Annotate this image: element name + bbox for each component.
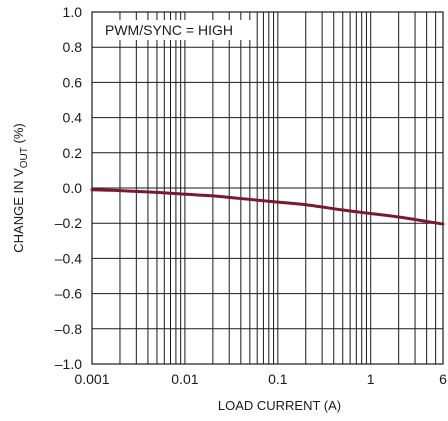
y-axis-title: CHANGE IN VOUT (%) [11, 123, 30, 252]
annotation-label: PWM/SYNC = HIGH [105, 22, 233, 38]
plot-frame [91, 11, 444, 365]
plot-border [91, 11, 444, 365]
annotation-background [101, 20, 252, 40]
y-tick-label: 0.2 [63, 145, 83, 161]
x-tick-label: 0.001 [74, 371, 109, 387]
y-tick-label: –0.2 [55, 215, 82, 231]
y-tick-label: –0.4 [55, 250, 82, 266]
y-tick-label: 0.0 [63, 180, 83, 196]
y-tick-labels: 1.0 0.8 0.6 0.4 0.2 0.0 –0.2 –0.4 –0.6 –0.8 –1.0 [55, 4, 82, 372]
grid [91, 11, 444, 365]
y-tick-label: –1.0 [55, 356, 82, 372]
series-layer [90, 188, 445, 226]
y-axis-title-subscript: OUT [19, 147, 30, 168]
y-tick-label: –0.8 [55, 321, 82, 337]
x-tick-label: 6 [439, 371, 447, 387]
y-tick-label: 1.0 [63, 4, 83, 20]
x-tick-labels: 0.001 0.01 0.1 1 6 [74, 371, 447, 387]
y-tick-label: –0.6 [55, 286, 82, 302]
y-tick-label: 0.4 [63, 110, 83, 126]
y-tick-label: 0.6 [63, 74, 83, 90]
y-tick-label: 0.8 [63, 39, 83, 55]
annotation-layer: PWM/SYNC = HIGH [101, 20, 252, 40]
x-axis-title: LOAD CURRENT (A) [218, 398, 341, 413]
y-axis-title-suffix: (%) [11, 123, 26, 147]
x-tick-label: 0.01 [171, 371, 198, 387]
x-tick-label: 0.1 [268, 371, 288, 387]
series-line [90, 188, 445, 226]
y-axis-title-prefix: CHANGE IN V [11, 168, 26, 253]
x-tick-label: 1 [367, 371, 375, 387]
